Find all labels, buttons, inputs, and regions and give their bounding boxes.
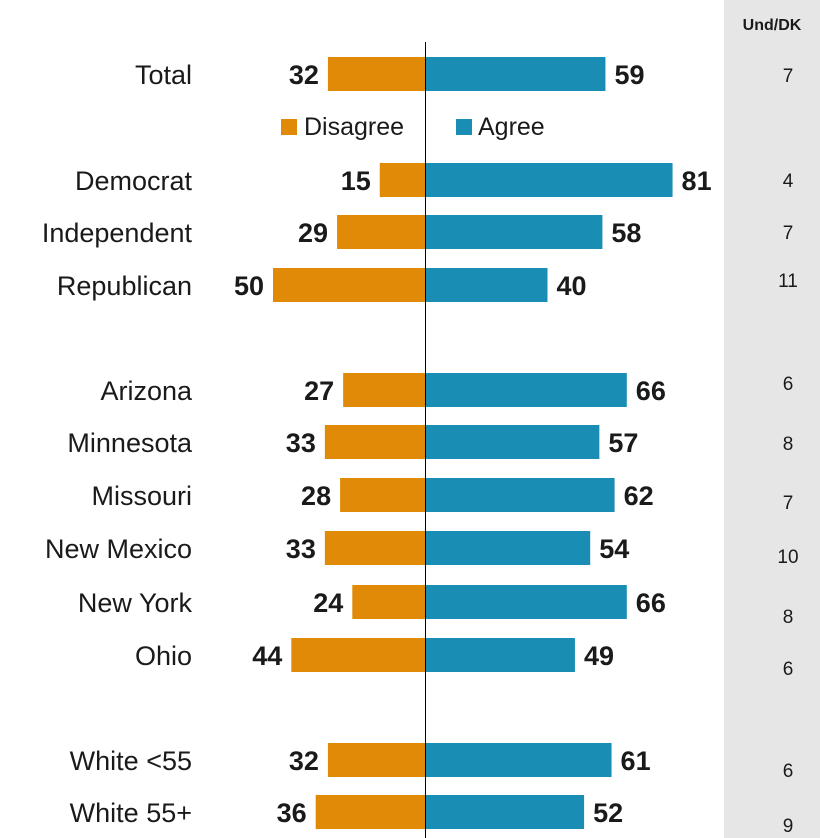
- bar-disagree-minnesota: [324, 425, 426, 459]
- bar-agree-new-mexico: [425, 531, 591, 565]
- value-label-disagree-white-55: 32: [289, 746, 319, 776]
- value-label-agree-independent: 58: [611, 218, 641, 248]
- und-dk-value-independent: 7: [783, 223, 794, 244]
- bar-agree-republican: [425, 268, 548, 302]
- category-label-white-55: White 55+: [70, 798, 192, 828]
- value-label-agree-new-york: 66: [636, 588, 666, 618]
- value-label-disagree-democrat: 15: [341, 166, 371, 196]
- legend-swatch-disagree: [281, 119, 297, 135]
- und-dk-value-democrat: 4: [783, 171, 794, 192]
- bar-disagree-arizona: [343, 373, 426, 407]
- category-label-democrat: Democrat: [75, 166, 193, 196]
- und-dk-header: Und/DK: [743, 17, 802, 34]
- legend-swatch-agree: [456, 119, 472, 135]
- value-label-agree-democrat: 81: [682, 166, 712, 196]
- value-label-agree-white-55: 52: [593, 798, 623, 828]
- bar-agree-white-55: [425, 743, 612, 777]
- bar-disagree-new-mexico: [324, 531, 426, 565]
- legend-label-agree: Agree: [478, 113, 545, 141]
- category-label-ohio: Ohio: [135, 641, 192, 671]
- und-dk-value-total: 7: [783, 66, 794, 87]
- category-label-republican: Republican: [57, 271, 192, 301]
- value-label-agree-new-mexico: 54: [599, 534, 629, 564]
- value-label-disagree-white-55: 36: [277, 798, 307, 828]
- category-label-total: Total: [135, 60, 192, 90]
- bar-disagree-ohio: [291, 638, 426, 672]
- bar-agree-arizona: [425, 373, 627, 407]
- bar-disagree-missouri: [340, 478, 426, 512]
- bar-disagree-total: [327, 57, 426, 91]
- value-label-disagree-new-mexico: 33: [286, 534, 316, 564]
- und-dk-value-missouri: 7: [783, 493, 794, 514]
- bar-agree-democrat: [425, 163, 673, 197]
- und-dk-value-minnesota: 8: [783, 434, 794, 455]
- bar-disagree-independent: [337, 215, 426, 249]
- und-dk-value-new-mexico: 10: [777, 547, 798, 568]
- value-label-disagree-independent: 29: [298, 218, 328, 248]
- category-label-arizona: Arizona: [100, 376, 193, 406]
- und-dk-value-arizona: 6: [783, 374, 794, 395]
- value-label-agree-minnesota: 57: [608, 428, 638, 458]
- value-label-disagree-minnesota: 33: [286, 428, 316, 458]
- bar-agree-independent: [425, 215, 603, 249]
- bar-disagree-democrat: [379, 163, 426, 197]
- bar-disagree-republican: [273, 268, 426, 302]
- value-label-agree-arizona: 66: [636, 376, 666, 406]
- bar-disagree-white-55: [315, 795, 426, 829]
- value-label-disagree-arizona: 27: [304, 376, 334, 406]
- und-dk-column-background: [724, 0, 820, 838]
- bar-agree-missouri: [425, 478, 615, 512]
- und-dk-value-new-york: 8: [783, 607, 794, 628]
- value-label-disagree-total: 32: [289, 60, 319, 90]
- bar-agree-minnesota: [425, 425, 600, 459]
- value-label-agree-republican: 40: [557, 271, 587, 301]
- bar-agree-total: [425, 57, 606, 91]
- bar-agree-new-york: [425, 585, 627, 619]
- category-label-missouri: Missouri: [91, 481, 192, 511]
- category-label-new-york: New York: [78, 588, 193, 618]
- bars-layer: Total 32 59 7 Democrat 15 81 4 Independent 29 58 7 R…: [42, 57, 799, 837]
- value-label-disagree-new-york: 24: [313, 588, 343, 618]
- und-dk-value-ohio: 6: [783, 659, 794, 680]
- value-label-agree-white-55: 61: [621, 746, 651, 776]
- value-label-agree-missouri: 62: [624, 481, 654, 511]
- bar-disagree-new-york: [352, 585, 426, 619]
- value-label-agree-ohio: 49: [584, 641, 614, 671]
- category-label-white-55: White <55: [70, 746, 192, 776]
- value-label-disagree-ohio: 44: [252, 641, 282, 671]
- category-label-new-mexico: New Mexico: [45, 534, 192, 564]
- value-label-disagree-republican: 50: [234, 271, 264, 301]
- category-label-minnesota: Minnesota: [67, 428, 193, 458]
- und-dk-value-white-55: 6: [783, 761, 794, 782]
- value-label-agree-total: 59: [614, 60, 644, 90]
- und-dk-value-republican: 11: [778, 271, 798, 292]
- bar-agree-ohio: [425, 638, 575, 672]
- legend-label-disagree: Disagree: [304, 113, 404, 141]
- legend: Disagree Agree: [281, 113, 545, 141]
- und-dk-value-white-55: 9: [783, 816, 794, 837]
- value-label-disagree-missouri: 28: [301, 481, 331, 511]
- category-label-independent: Independent: [42, 218, 193, 248]
- bar-agree-white-55: [425, 795, 585, 829]
- bar-disagree-white-55: [327, 743, 426, 777]
